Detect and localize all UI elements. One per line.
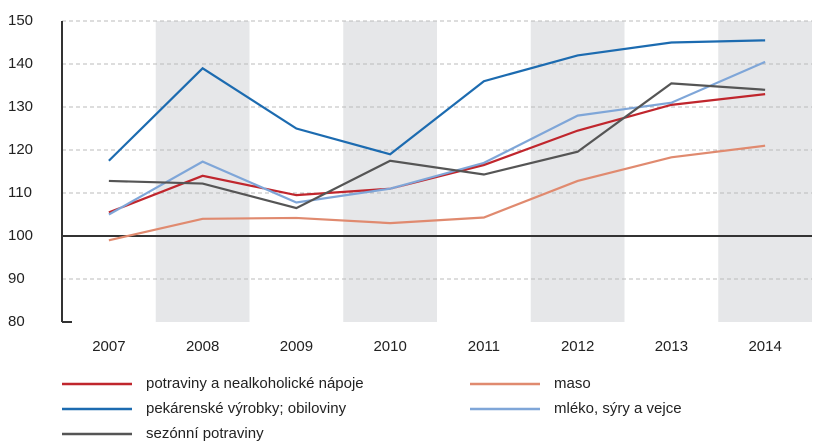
y-tick-label: 120 bbox=[8, 141, 33, 158]
x-tick-label: 2014 bbox=[748, 338, 781, 355]
legend-label: potraviny a nealkoholické nápoje bbox=[146, 375, 364, 392]
y-tick-label: 90 bbox=[8, 270, 25, 287]
legend-label: sezónní potraviny bbox=[146, 425, 264, 441]
y-tick-label: 110 bbox=[8, 184, 32, 201]
legend-label: maso bbox=[554, 375, 591, 392]
legend-label: pekárenské výrobky; obiloviny bbox=[146, 400, 347, 417]
x-tick-label: 2008 bbox=[186, 338, 219, 355]
series-line bbox=[108, 82, 766, 210]
shaded-band bbox=[530, 21, 625, 322]
shaded-band bbox=[343, 21, 437, 322]
x-tick-label: 2013 bbox=[655, 338, 688, 355]
series-line bbox=[108, 39, 766, 162]
y-tick-label: 100 bbox=[8, 227, 33, 244]
shaded-band bbox=[718, 21, 812, 322]
x-tick-label: 2012 bbox=[561, 338, 594, 355]
y-tick-label: 150 bbox=[8, 12, 33, 29]
x-tick-label: 2007 bbox=[92, 338, 125, 355]
y-tick-label: 140 bbox=[8, 55, 33, 72]
series-line bbox=[108, 144, 766, 242]
shaded-band bbox=[155, 21, 250, 322]
x-tick-label: 2010 bbox=[373, 338, 406, 355]
legend-label: mléko, sýry a vejce bbox=[554, 400, 682, 417]
y-tick-label: 130 bbox=[8, 98, 33, 115]
y-tick-label: 80 bbox=[8, 313, 25, 330]
x-tick-label: 2011 bbox=[468, 338, 500, 355]
x-tick-label: 2009 bbox=[280, 338, 313, 355]
series-line bbox=[108, 60, 766, 216]
